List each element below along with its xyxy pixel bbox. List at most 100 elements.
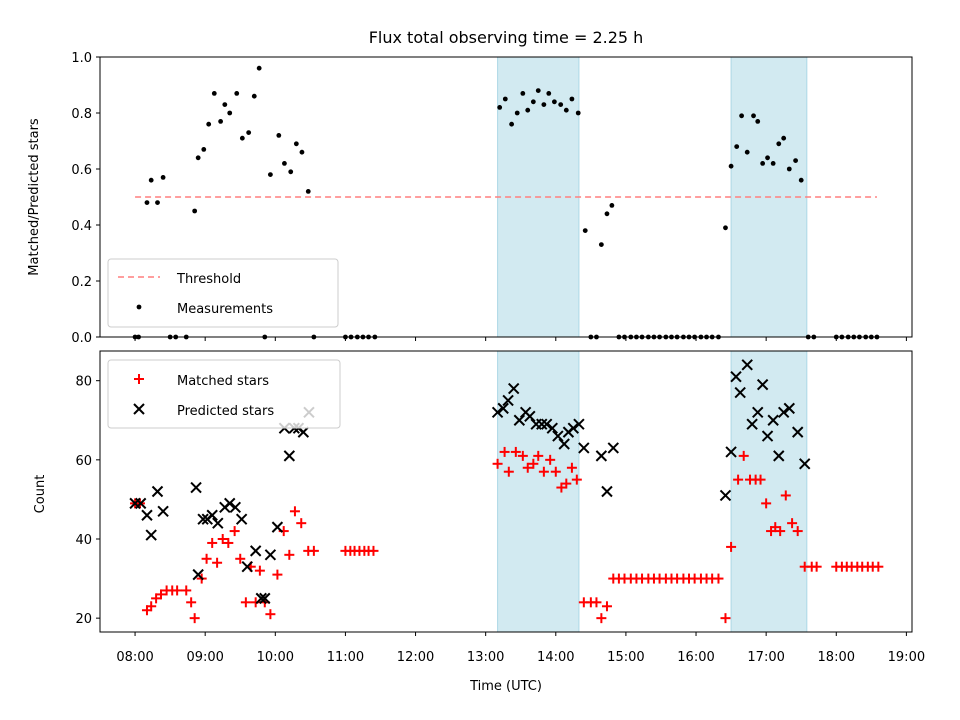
top-y-tick-label: 0.0 (71, 331, 92, 346)
measurement-point (575, 110, 581, 116)
predicted-star-point (761, 430, 774, 442)
predicted-star-point (573, 418, 585, 430)
measurement-point (160, 175, 166, 180)
measurement-point (541, 102, 547, 107)
marker-stroke (192, 568, 204, 581)
measurement-point (535, 88, 541, 93)
top-y-tick-label: 0.2 (71, 275, 92, 290)
measurement-point (251, 93, 257, 99)
matched-star-point (517, 450, 528, 461)
measurement-point (201, 147, 207, 152)
marker-stroke (224, 497, 236, 510)
matched-star-point (284, 549, 295, 560)
measurement-point (195, 155, 201, 161)
marker-stroke (502, 394, 514, 407)
marker-stroke (799, 458, 811, 470)
marker-stroke (573, 418, 585, 430)
marker-stroke (197, 513, 209, 525)
marker-stroke (151, 485, 164, 498)
measurement-point (786, 166, 792, 172)
measurement-point (760, 161, 766, 166)
marker-stroke (206, 509, 218, 521)
matched-star-point (289, 506, 300, 517)
marker-stroke (145, 529, 157, 541)
measurement-point (239, 135, 245, 141)
marker-stroke (513, 414, 526, 426)
matched-star-point (566, 462, 577, 473)
measurement-point (192, 208, 198, 214)
measurement-point (267, 172, 273, 178)
top-panel: 0.0 0.2 0.4 0.6 0.8 1.0 Matched/Predicted sta… (27, 51, 913, 346)
x-tick-label: 16:00 (677, 650, 714, 665)
marker-stroke (524, 410, 536, 423)
predicted-star-point (229, 501, 242, 514)
predicted-star-point (241, 560, 253, 573)
predicted-star-point (791, 426, 804, 438)
matched-star-point (181, 585, 192, 596)
predicted-star-point (206, 509, 218, 521)
predicted-star-point (502, 394, 514, 407)
matched-star-point (189, 613, 200, 624)
marker-stroke (259, 592, 271, 605)
measurement-point (530, 99, 536, 105)
x-tick-label: 19:00 (888, 650, 925, 665)
predicted-star-point (524, 410, 536, 423)
matched-star-point (368, 545, 379, 556)
marker-stroke (777, 406, 790, 419)
matched-star-point (596, 613, 607, 624)
matched-star-point (212, 557, 223, 568)
measurement-point (563, 107, 569, 113)
measurement-point (525, 107, 531, 113)
matched-star-point (591, 597, 602, 608)
matched-star-point (254, 565, 265, 576)
matched-star-point (550, 466, 561, 477)
predicted-star-point (752, 406, 764, 419)
bottom-x-axis-ticks: 08:00 09:00 10:00 11:00 12:00 13:00 14:00 15:00… (116, 632, 925, 665)
measurement-point (781, 135, 787, 141)
measurement-point (282, 161, 287, 166)
matched-star-point (296, 518, 307, 529)
predicted-star-point (567, 422, 580, 434)
matched-star-point (186, 597, 197, 608)
predicted-star-point (536, 418, 548, 430)
matched-star-point (522, 462, 533, 473)
matched-star-point (533, 450, 544, 461)
matched-star-point (755, 474, 766, 485)
measurement-point (551, 99, 557, 105)
legend-measurement-swatch (136, 304, 142, 310)
measurement-point (798, 177, 804, 183)
marker-stroke (235, 513, 248, 525)
bottom-y-tick-label: 80 (75, 375, 92, 390)
predicted-star-point (777, 406, 790, 419)
marker-stroke (752, 406, 764, 419)
marker-stroke (719, 489, 732, 502)
bottom-y-tick-label: 40 (75, 533, 92, 548)
measurement-point (144, 200, 150, 206)
marker-stroke (746, 418, 758, 430)
predicted-star-point (734, 386, 746, 399)
bottom-y-axis-label: Count (33, 475, 48, 514)
marker-stroke (497, 402, 509, 415)
top-y-tick-label: 0.4 (71, 219, 92, 234)
bottom-y-tick-label: 20 (75, 612, 92, 627)
predicted-star-point (508, 382, 520, 395)
marker-stroke (241, 560, 253, 573)
matched-star-point (713, 573, 724, 584)
marker-stroke (741, 359, 753, 371)
predicted-star-point (746, 418, 758, 430)
x-tick-label: 12:00 (397, 650, 434, 665)
matched-star-point (601, 601, 612, 612)
matched-star-point (308, 545, 319, 556)
marker-stroke (725, 446, 737, 458)
legend-x-marker (133, 403, 145, 415)
measurement-point (256, 65, 262, 71)
x-tick-label: 09:00 (186, 650, 223, 665)
shaded-interval (730, 350, 808, 633)
matched-star-point (792, 526, 803, 537)
marker-stroke (491, 406, 504, 419)
matched-star-point (265, 609, 276, 620)
measurement-point (598, 242, 604, 248)
matched-star-point (538, 466, 549, 477)
bottom-legend: Matched stars Predicted stars (107, 359, 341, 429)
predicted-star-point (141, 509, 153, 521)
